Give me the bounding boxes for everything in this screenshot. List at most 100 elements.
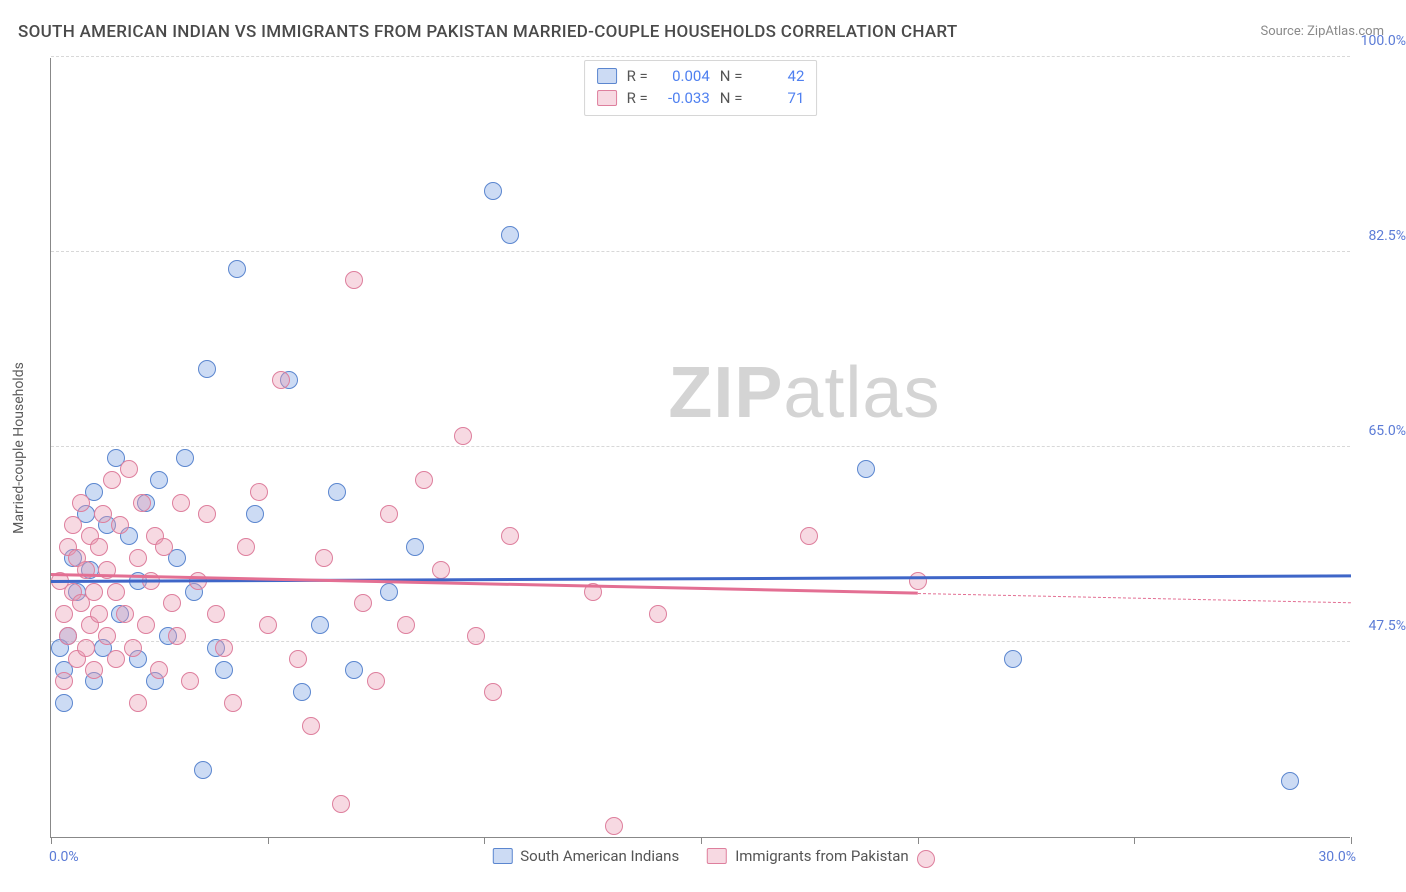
data-point [168,627,186,645]
data-point [150,661,168,679]
stats-row-blue: R = 0.004 N = 42 [597,65,805,87]
data-point [129,549,147,567]
data-point [120,460,138,478]
data-point [649,605,667,623]
y-tick-label: 100.0% [1354,33,1406,49]
data-point [133,494,151,512]
data-point [103,471,121,489]
stats-box: R = 0.004 N = 42 R = -0.033 N = 71 [584,60,818,116]
x-tick [51,837,52,844]
data-point [302,717,320,735]
data-point [64,516,82,534]
data-point [198,505,216,523]
x-tick [918,837,919,844]
x-tick [268,837,269,844]
data-point [107,583,125,601]
data-point [484,683,502,701]
data-point [116,605,134,623]
data-point [311,616,329,634]
watermark-bold: ZIP [668,353,783,433]
legend-item-blue: South American Indians [492,847,679,865]
data-point [72,494,90,512]
data-point [345,271,363,289]
data-point [124,639,142,657]
legend-label-blue: South American Indians [520,847,679,865]
data-point [415,471,433,489]
data-point [467,627,485,645]
data-point [59,627,77,645]
x-tick [1134,837,1135,844]
data-point [501,226,519,244]
gridline [51,446,1350,447]
data-point [246,505,264,523]
data-point [406,538,424,556]
data-point [55,694,73,712]
data-point [605,817,623,835]
r-label: R = [627,65,648,87]
data-point [501,527,519,545]
r-label: R = [627,87,648,109]
data-point [207,605,225,623]
data-point [90,605,108,623]
data-point [380,583,398,601]
stats-row-pink: R = -0.033 N = 71 [597,87,805,109]
watermark: ZIPatlas [668,352,940,434]
y-axis-title: Married-couple Households [11,362,27,534]
data-point [215,639,233,657]
source-prefix: Source: [1260,24,1307,39]
data-point [800,527,818,545]
y-tick-label: 47.5% [1354,618,1406,634]
x-tick [1351,837,1352,844]
data-point [198,360,216,378]
data-point [272,371,290,389]
data-point [228,260,246,278]
data-point [215,661,233,679]
data-point [328,483,346,501]
data-point [380,505,398,523]
data-point [98,627,116,645]
data-point [909,572,927,590]
n-value-blue: 42 [752,65,804,87]
data-point [1004,650,1022,668]
data-point [332,795,350,813]
data-point [111,516,129,534]
data-point [315,549,333,567]
r-value-pink: -0.033 [658,87,710,109]
legend-label-pink: Immigrants from Pakistan [735,847,909,865]
data-point [55,605,73,623]
data-point [90,538,108,556]
r-value-blue: 0.004 [658,65,710,87]
legend-item-pink: Immigrants from Pakistan [707,847,909,865]
scatter-plot: Married-couple Households ZIPatlas R = 0… [50,58,1350,838]
data-point [77,639,95,657]
data-point [181,672,199,690]
data-point [55,672,73,690]
data-point [354,594,372,612]
data-point [176,449,194,467]
data-point [194,761,212,779]
n-label: N = [720,65,743,87]
trend-line-dashed [918,593,1351,603]
data-point [367,672,385,690]
data-point [137,616,155,634]
n-value-pink: 71 [752,87,804,109]
x-tick [484,837,485,844]
gridline [51,641,1350,642]
data-point [345,661,363,679]
chart-title: SOUTH AMERICAN INDIAN VS IMMIGRANTS FROM… [18,22,958,42]
data-point [917,850,935,868]
data-point [289,650,307,668]
data-point [172,494,190,512]
data-point [454,427,472,445]
data-point [259,616,277,634]
legend-swatch-pink [707,848,727,864]
x-tick [701,837,702,844]
gridline [51,56,1350,57]
n-label: N = [720,87,743,109]
data-point [150,471,168,489]
data-point [224,694,242,712]
data-point [237,538,255,556]
data-point [163,594,181,612]
data-point [250,483,268,501]
legend-swatch-blue [492,848,512,864]
